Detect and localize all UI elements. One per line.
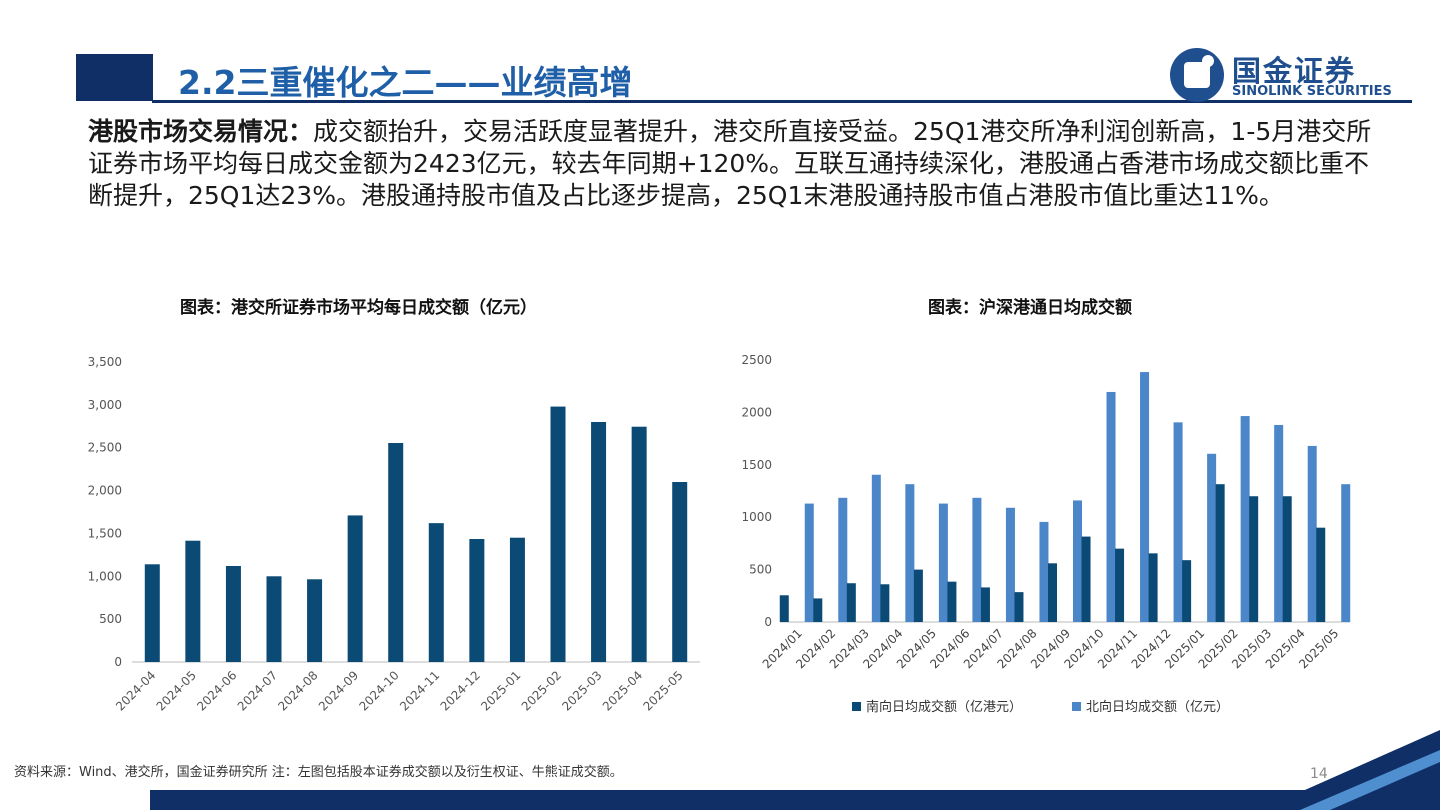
- chart2-title: 图表：沪深港通日均成交额: [928, 298, 1132, 318]
- source-note: 资料来源：Wind、港交所，国金证券研究所 注：左图包括股本证券成交额以及衍生权…: [14, 765, 623, 780]
- bar: [509, 537, 525, 662]
- bar: [347, 515, 363, 662]
- x-tick-label: 2025-02: [519, 668, 564, 713]
- chart1-hkex-daily-turnover: 0 500 1,000 1,500 2,000 2,500 3,000 3,500 2024-0…: [88, 355, 700, 714]
- x-tick-label: 2025-05: [640, 668, 685, 713]
- bar-series-0: [1249, 496, 1259, 622]
- bar-series-1: [938, 503, 948, 622]
- bar: [591, 422, 607, 662]
- bar-series-0: [1316, 527, 1326, 622]
- y-tick-label: 3,500: [88, 355, 122, 369]
- bar-series-1: [1073, 500, 1082, 622]
- logo-en-text: SINOLINK SECURITIES: [1232, 84, 1392, 99]
- bar-series-1: [838, 497, 848, 622]
- x-tick-label: 2025-01: [478, 668, 523, 713]
- body-text: 成交额抬升，交易活跃度显著提升，港交所直接受益。25Q1港交所净利润创新高，1-…: [88, 117, 1372, 210]
- y-tick-label: 1,500: [88, 526, 122, 540]
- bar-series-1: [1274, 424, 1284, 622]
- bar: [185, 540, 201, 662]
- y-tick-label: 2000: [741, 405, 772, 419]
- bar-series-1: [1005, 507, 1015, 622]
- legend-swatch: [1072, 702, 1081, 711]
- company-logo: 国金证券 SINOLINK SECURITIES: [1170, 46, 1410, 104]
- bar-series-1: [1240, 416, 1250, 622]
- page-number: 14: [1310, 766, 1328, 782]
- legend-label: 北向日均成交额（亿元）: [1086, 699, 1229, 715]
- bar-series-0: [1014, 592, 1024, 622]
- x-tick-label: 2024-05: [154, 668, 199, 713]
- chart2-connect-daily-turnover: 050010001500200025002024/012024/022024/0…: [741, 353, 1351, 715]
- y-tick-label: 3,000: [88, 398, 122, 412]
- bar-series-0: [779, 595, 789, 622]
- bar-series-1: [1307, 445, 1317, 622]
- chart1-title: 图表：港交所证券市场平均每日成交额（亿元）: [180, 298, 537, 318]
- bar: [144, 564, 160, 662]
- y-tick-label: 2,500: [88, 441, 122, 455]
- y-tick-label: 1,000: [88, 569, 122, 583]
- x-tick-label: 2025-04: [600, 668, 645, 713]
- bar: [428, 523, 444, 662]
- bar-series-0: [1048, 563, 1057, 622]
- bar: [266, 576, 282, 662]
- bar-series-0: [980, 587, 990, 622]
- bar-series-1: [1173, 422, 1183, 622]
- title-accent-block: [76, 54, 153, 101]
- bar: [631, 426, 647, 662]
- legend-swatch: [852, 702, 861, 711]
- bar-series-0: [846, 583, 856, 622]
- y-tick-label: 2,000: [88, 484, 122, 498]
- bar-series-1: [972, 497, 982, 622]
- y-tick-label: 0: [114, 655, 122, 669]
- bar-series-1: [1106, 391, 1116, 622]
- x-tick-label: 2024-09: [316, 668, 361, 713]
- y-tick-label: 0: [764, 615, 772, 629]
- page-title: 2.2三重催化之二——业绩高增: [178, 63, 633, 102]
- x-tick-label: 2024-08: [275, 668, 320, 713]
- bar: [307, 579, 323, 662]
- bar-series-1: [804, 503, 814, 622]
- footer-band: [150, 730, 1440, 810]
- bar: [225, 566, 241, 662]
- bar-series-0: [1182, 560, 1192, 622]
- body-paragraph: 港股市场交易情况：成交额抬升，交易活跃度显著提升，港交所直接受益。25Q1港交所…: [88, 116, 1378, 212]
- bar-series-1: [1341, 484, 1351, 622]
- bar: [672, 482, 688, 662]
- body-lead: 港股市场交易情况：: [88, 117, 314, 146]
- y-tick-label: 2500: [741, 353, 772, 367]
- bar-series-0: [880, 584, 890, 622]
- bar-series-0: [1282, 496, 1292, 622]
- bar: [550, 406, 566, 662]
- bar-series-0: [1215, 484, 1225, 622]
- y-tick-label: 1500: [741, 458, 772, 472]
- y-tick-label: 500: [99, 612, 122, 626]
- bar-series-0: [1081, 536, 1091, 622]
- x-tick-label: 2024-06: [194, 668, 239, 713]
- bar-series-0: [1115, 548, 1125, 622]
- x-tick-label: 2024-12: [438, 668, 483, 713]
- bar-series-0: [913, 569, 923, 622]
- x-tick-label: 2025-03: [559, 668, 604, 713]
- logo-cn-text: 国金证券: [1232, 54, 1357, 88]
- logo-mark-icon: [1170, 48, 1224, 102]
- bar-series-0: [813, 598, 823, 622]
- bar-series-1: [1207, 453, 1217, 622]
- bar-series-0: [1148, 553, 1158, 622]
- y-tick-label: 1000: [741, 510, 772, 524]
- title-underline: [152, 100, 1412, 103]
- bar-series-1: [871, 474, 881, 622]
- bar-series-1: [905, 484, 915, 622]
- x-tick-label: 2024-11: [397, 668, 442, 713]
- y-tick-label: 500: [749, 563, 772, 577]
- bar-series-0: [947, 581, 957, 622]
- x-tick-label: 2024-04: [113, 668, 158, 713]
- bar-series-1: [1140, 372, 1150, 622]
- x-tick-label: 2024-07: [235, 668, 280, 713]
- bar-series-1: [1039, 521, 1049, 622]
- legend-label: 南向日均成交额（亿港元）: [866, 699, 1022, 715]
- bar: [388, 443, 404, 662]
- x-tick-label: 2024-10: [356, 668, 401, 713]
- bar: [469, 539, 485, 662]
